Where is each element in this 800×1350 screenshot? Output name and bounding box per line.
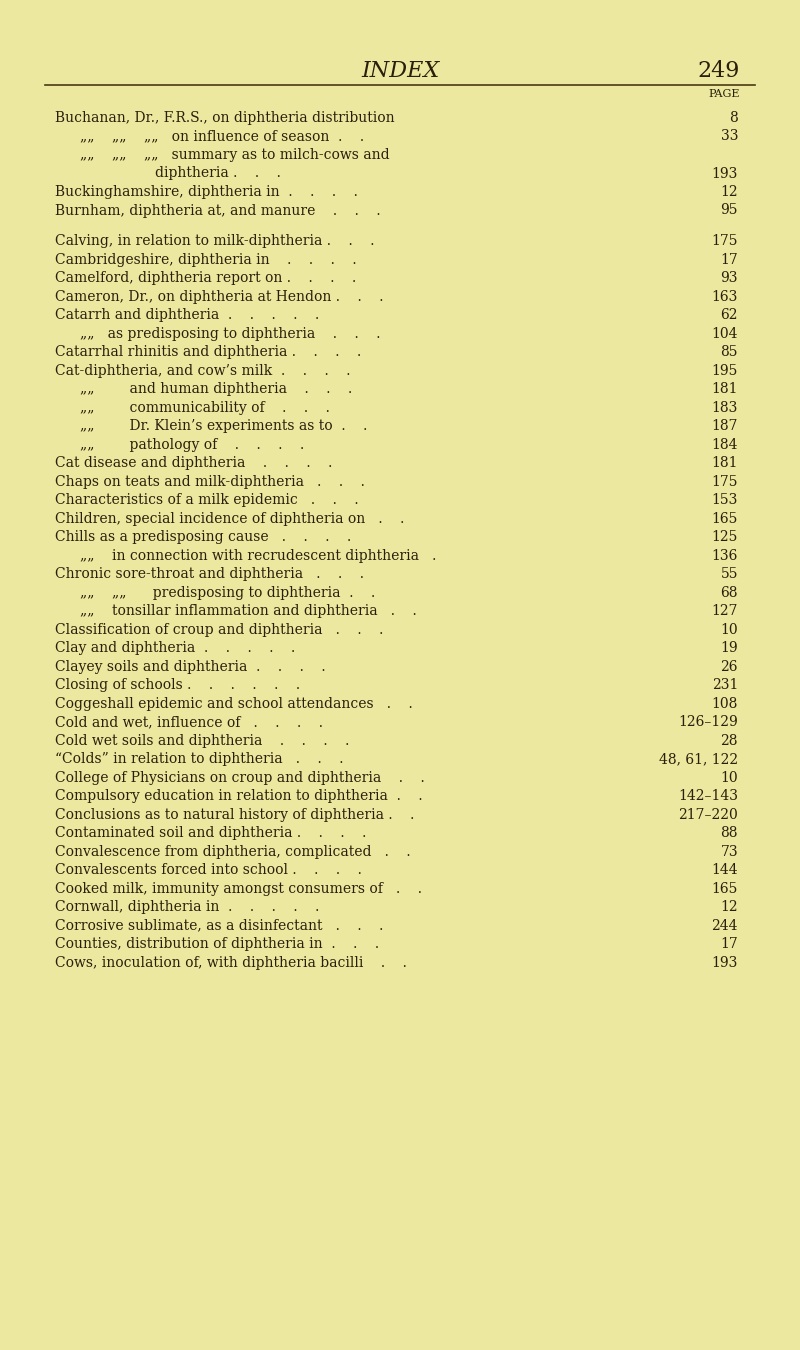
Text: Cows, inoculation of, with diphtheria bacilli    .    .: Cows, inoculation of, with diphtheria ba… [55,956,407,969]
Text: 73: 73 [720,845,738,859]
Text: 165: 165 [712,512,738,525]
Text: 163: 163 [712,289,738,304]
Text: Burnham, diphtheria at, and manure    .    .    .: Burnham, diphtheria at, and manure . . . [55,204,381,217]
Text: „„        communicability of    .    .    .: „„ communicability of . . . [80,401,330,414]
Text: „„    tonsillar inflammation and diphtheria   .    .: „„ tonsillar inflammation and diphtheria… [80,603,417,618]
Text: Convalescence from diphtheria, complicated   .    .: Convalescence from diphtheria, complicat… [55,845,410,859]
Text: „„    „„      predisposing to diphtheria  .    .: „„ „„ predisposing to diphtheria . . [80,586,375,599]
Text: diphtheria .    .    .: diphtheria . . . [155,166,281,181]
Text: 231: 231 [712,678,738,693]
Text: Chaps on teats and milk-diphtheria   .    .    .: Chaps on teats and milk-diphtheria . . . [55,475,365,489]
Text: 10: 10 [720,771,738,784]
Text: Cameron, Dr., on diphtheria at Hendon .    .    .: Cameron, Dr., on diphtheria at Hendon . … [55,289,383,304]
Text: INDEX: INDEX [361,59,439,82]
Text: 217–220: 217–220 [678,807,738,822]
Text: Chronic sore-throat and diphtheria   .    .    .: Chronic sore-throat and diphtheria . . . [55,567,364,580]
Text: Buchanan, Dr., F.R.S., on diphtheria distribution: Buchanan, Dr., F.R.S., on diphtheria dis… [55,111,394,126]
Text: 184: 184 [711,437,738,451]
Text: 48, 61, 122: 48, 61, 122 [659,752,738,765]
Text: Characteristics of a milk epidemic   .    .    .: Characteristics of a milk epidemic . . . [55,493,358,508]
Text: 10: 10 [720,622,738,637]
Text: Calving, in relation to milk-diphtheria .    .    .: Calving, in relation to milk-diphtheria … [55,234,374,248]
Text: Closing of schools .    .    .    .    .    .: Closing of schools . . . . . . [55,678,300,693]
Text: Counties, distribution of diphtheria in  .    .    .: Counties, distribution of diphtheria in … [55,937,379,950]
Text: 183: 183 [712,401,738,414]
Text: 193: 193 [712,956,738,969]
Text: 142–143: 142–143 [678,788,738,803]
Text: Cambridgeshire, diphtheria in    .    .    .    .: Cambridgeshire, diphtheria in . . . . [55,252,357,266]
Text: 85: 85 [721,346,738,359]
Text: 127: 127 [711,603,738,618]
Text: Catarrh and diphtheria  .    .    .    .    .: Catarrh and diphtheria . . . . . [55,308,319,323]
Text: “Colds” in relation to diphtheria   .    .    .: “Colds” in relation to diphtheria . . . [55,752,343,765]
Text: Buckinghamshire, diphtheria in  .    .    .    .: Buckinghamshire, diphtheria in . . . . [55,185,358,198]
Text: 195: 195 [712,363,738,378]
Text: Cornwall, diphtheria in  .    .    .    .    .: Cornwall, diphtheria in . . . . . [55,900,319,914]
Text: Camelford, diphtheria report on .    .    .    .: Camelford, diphtheria report on . . . . [55,271,356,285]
Text: Clayey soils and diphtheria  .    .    .    .: Clayey soils and diphtheria . . . . [55,660,326,674]
Text: 187: 187 [711,418,738,433]
Text: 126–129: 126–129 [678,716,738,729]
Text: Clay and diphtheria  .    .    .    .    .: Clay and diphtheria . . . . . [55,641,295,655]
Text: Chills as a predisposing cause   .    .    .    .: Chills as a predisposing cause . . . . [55,531,351,544]
Text: „„   as predisposing to diphtheria    .    .    .: „„ as predisposing to diphtheria . . . [80,327,381,340]
Text: 144: 144 [711,863,738,878]
Text: „„        and human diphtheria    .    .    .: „„ and human diphtheria . . . [80,382,352,396]
Text: 244: 244 [711,918,738,933]
Text: 193: 193 [712,166,738,181]
Text: 68: 68 [721,586,738,599]
Text: Classification of croup and diphtheria   .    .    .: Classification of croup and diphtheria .… [55,622,383,637]
Text: 136: 136 [712,548,738,563]
Text: Cat-diphtheria, and cow’s milk  .    .    .    .: Cat-diphtheria, and cow’s milk . . . . [55,363,350,378]
Text: 181: 181 [711,382,738,396]
Text: Catarrhal rhinitis and diphtheria .    .    .    .: Catarrhal rhinitis and diphtheria . . . … [55,346,362,359]
Text: 153: 153 [712,493,738,508]
Text: „„    „„    „„   on influence of season  .    .: „„ „„ „„ on influence of season . . [80,130,364,143]
Text: Conclusions as to natural history of diphtheria .    .: Conclusions as to natural history of dip… [55,807,414,822]
Text: „„        Dr. Klein’s experiments as to  .    .: „„ Dr. Klein’s experiments as to . . [80,418,367,433]
Text: 125: 125 [712,531,738,544]
Text: 175: 175 [711,475,738,489]
Text: 55: 55 [721,567,738,580]
Text: 12: 12 [720,900,738,914]
Text: „„    in connection with recrudescent diphtheria   .: „„ in connection with recrudescent dipht… [80,548,436,563]
Text: 19: 19 [720,641,738,655]
Text: Cooked milk, immunity amongst consumers of   .    .: Cooked milk, immunity amongst consumers … [55,882,422,895]
Text: College of Physicians on croup and diphtheria    .    .: College of Physicians on croup and dipht… [55,771,425,784]
Text: 17: 17 [720,937,738,950]
Text: 88: 88 [721,826,738,840]
Text: 108: 108 [712,697,738,710]
Text: 95: 95 [721,204,738,217]
Text: 175: 175 [711,234,738,248]
Text: 104: 104 [711,327,738,340]
Text: 181: 181 [711,456,738,470]
Text: Cat disease and diphtheria    .    .    .    .: Cat disease and diphtheria . . . . [55,456,332,470]
Text: 165: 165 [712,882,738,895]
Text: 17: 17 [720,252,738,266]
Text: Cold and wet, influence of   .    .    .    .: Cold and wet, influence of . . . . [55,716,323,729]
Text: Coggeshall epidemic and school attendances   .    .: Coggeshall epidemic and school attendanc… [55,697,413,710]
Text: 26: 26 [721,660,738,674]
Text: Cold wet soils and diphtheria    .    .    .    .: Cold wet soils and diphtheria . . . . [55,733,350,748]
Text: 8: 8 [730,111,738,126]
Text: 93: 93 [721,271,738,285]
Text: 12: 12 [720,185,738,198]
Text: Children, special incidence of diphtheria on   .    .: Children, special incidence of diphtheri… [55,512,404,525]
Text: Corrosive sublimate, as a disinfectant   .    .    .: Corrosive sublimate, as a disinfectant .… [55,918,383,933]
Text: 62: 62 [721,308,738,323]
Text: Compulsory education in relation to diphtheria  .    .: Compulsory education in relation to diph… [55,788,422,803]
Text: Contaminated soil and diphtheria .    .    .    .: Contaminated soil and diphtheria . . . . [55,826,366,840]
Text: Convalescents forced into school .    .    .    .: Convalescents forced into school . . . . [55,863,362,878]
Text: 249: 249 [698,59,740,82]
Text: „„    „„    „„   summary as to milch-cows and: „„ „„ „„ summary as to milch-cows and [80,148,390,162]
Text: 33: 33 [721,130,738,143]
Text: 28: 28 [721,733,738,748]
Text: PAGE: PAGE [709,89,740,99]
Text: „„        pathology of    .    .    .    .: „„ pathology of . . . . [80,437,304,451]
